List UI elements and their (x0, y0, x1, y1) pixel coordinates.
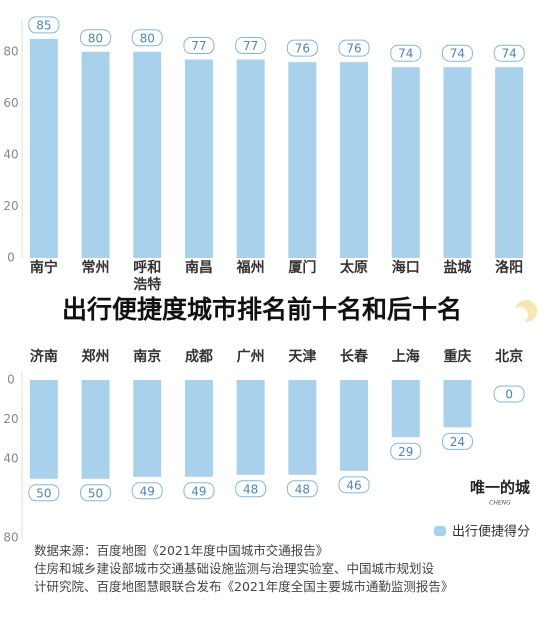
value-label: 85 (36, 18, 51, 32)
bar (443, 380, 472, 428)
value-label-box (286, 39, 318, 57)
decoration (512, 307, 528, 323)
bar (495, 67, 524, 258)
bar (288, 62, 317, 258)
value-label: 29 (398, 445, 413, 459)
value-label-box (131, 482, 163, 500)
x-tick-label: 南京 (133, 349, 162, 365)
bar (236, 59, 265, 259)
value-label-box (28, 484, 60, 502)
value-label: 48 (243, 482, 258, 496)
value-label: 80 (88, 31, 103, 45)
bar (184, 59, 213, 259)
bar (443, 67, 472, 258)
value-label: 48 (295, 482, 310, 496)
value-label-box (235, 37, 267, 55)
legend-label: 出行便捷得分 (452, 524, 530, 540)
bar (81, 380, 110, 479)
y-tick-label: 80 (3, 44, 18, 58)
bar (340, 62, 369, 258)
bar (81, 51, 110, 259)
value-label: 77 (243, 39, 258, 53)
bar (391, 67, 420, 258)
value-label: 50 (36, 486, 51, 500)
value-label: 46 (346, 478, 361, 492)
value-label-box (441, 432, 473, 450)
x-tick-label: 福州 (236, 260, 265, 276)
x-tick-label: 南宁 (29, 260, 58, 276)
x-tick-label: 成都 (184, 349, 213, 365)
value-label: 74 (398, 47, 413, 61)
value-label: 80 (140, 31, 155, 45)
value-label: 24 (450, 435, 465, 449)
y-tick-label: 0 (7, 251, 15, 265)
x-tick-label: 常州 (81, 260, 110, 276)
value-label: 49 (191, 484, 206, 498)
value-label-box (390, 44, 422, 62)
bar (29, 38, 58, 259)
value-label-box (493, 44, 525, 62)
bar (288, 380, 317, 475)
x-tick-label: 北京 (495, 349, 524, 365)
chart-title: 出行便捷度城市排名前十名和后十名 (62, 295, 462, 324)
x-tick-label: 济南 (29, 349, 58, 365)
value-label-box (441, 44, 473, 62)
value-label-box (390, 442, 422, 460)
value-label: 76 (346, 42, 361, 56)
y-tick-label: 20 (3, 412, 18, 426)
value-label-box (493, 385, 525, 403)
y-tick-label: 60 (3, 96, 18, 110)
watermark: 唯一的城 (470, 479, 530, 497)
bar (29, 380, 58, 479)
value-label: 76 (295, 42, 310, 56)
value-label: 77 (191, 39, 206, 53)
value-label-box (338, 476, 370, 494)
source-text: 计研究院、百度地图慧眼联合发布《2021年度全国主要城市通勤监测报告》 (34, 579, 454, 594)
x-tick-label: 呼和浩特 (133, 260, 162, 293)
y-tick-label: 20 (3, 199, 18, 213)
x-tick-label: 重庆 (443, 349, 472, 365)
value-label: 74 (502, 47, 517, 61)
value-label-box (131, 29, 163, 47)
value-label: 74 (450, 47, 465, 61)
x-tick-label: 天津 (288, 349, 317, 365)
value-label-box (286, 480, 318, 498)
x-tick-label: 上海 (391, 349, 420, 365)
x-tick-label: 长春 (340, 349, 369, 365)
bar (340, 380, 369, 471)
value-label: 50 (88, 486, 103, 500)
bar (391, 380, 420, 438)
bar (184, 380, 213, 477)
x-tick-label: 郑州 (81, 349, 110, 365)
source-text: 住房和城乡建设部城市交通基础设施监测与治理实验室、中国城市规划设 (34, 561, 435, 576)
value-label: 49 (140, 484, 155, 498)
y-tick-label: 40 (3, 452, 18, 466)
legend-swatch (434, 526, 446, 536)
value-label-box (80, 484, 112, 502)
watermark-sub: CHENG (489, 500, 511, 507)
x-tick-label: 厦门 (288, 260, 317, 276)
value-label-box (235, 480, 267, 498)
source-text: 数据来源：百度地图《2021年度中国城市交通报告》 (34, 543, 329, 558)
x-tick-label: 海口 (391, 260, 420, 276)
y-tick-label: 40 (3, 147, 18, 161)
bar (133, 51, 162, 259)
value-label-box (338, 39, 370, 57)
x-tick-label: 盐城 (443, 260, 472, 276)
value-label-box (183, 482, 215, 500)
value-label-box (28, 16, 60, 34)
value-label-box (183, 37, 215, 55)
x-tick-label: 南昌 (184, 260, 213, 276)
y-tick-label: 80 (3, 531, 18, 545)
value-label-box (80, 29, 112, 47)
x-tick-label: 洛阳 (495, 260, 524, 276)
bar (133, 380, 162, 477)
x-tick-label: 太原 (340, 260, 369, 276)
x-tick-label: 广州 (236, 349, 265, 365)
bar (236, 380, 265, 475)
value-label: 0 (505, 388, 513, 402)
y-tick-label: 0 (7, 373, 15, 387)
